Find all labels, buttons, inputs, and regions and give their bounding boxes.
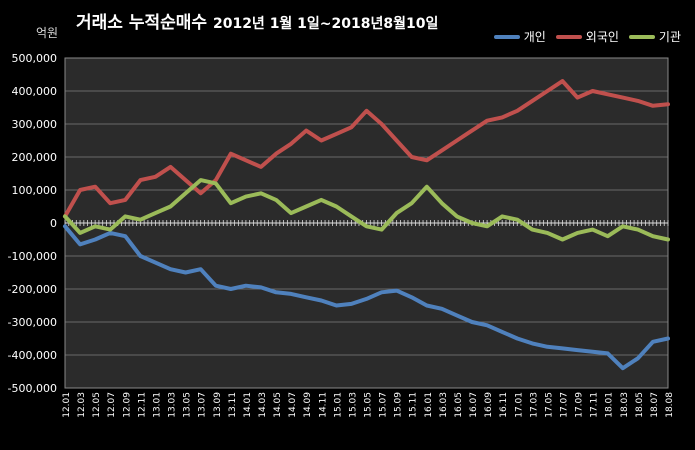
x-tick-label: 17.05 — [544, 392, 554, 418]
x-tick-label: 14.05 — [273, 392, 283, 418]
y-axis-unit-label: 억원 — [36, 26, 59, 40]
x-tick-label: 13.05 — [183, 392, 193, 418]
legend-swatch-foreign — [555, 34, 582, 39]
x-tick-label: 14.11 — [318, 392, 328, 418]
x-tick-label: 12.05 — [92, 392, 102, 418]
x-tick-label: 16.11 — [499, 392, 509, 418]
x-tick-label: 15.05 — [364, 392, 374, 418]
x-tick-label: 17.07 — [559, 392, 569, 418]
x-tick-label: 12.01 — [62, 392, 72, 418]
x-tick-label: 15.09 — [394, 392, 404, 418]
y-tick-label: -200,000 — [8, 283, 57, 296]
x-tick-label: 15.07 — [379, 392, 389, 418]
x-tick-label: 13.01 — [152, 392, 162, 418]
x-tick-label: 18.08 — [665, 392, 675, 418]
x-tick-label: 18.07 — [650, 392, 660, 418]
legend-item-foreign: 외국인 — [555, 28, 619, 45]
x-tick-label: 16.07 — [469, 392, 479, 418]
chart-title-main: 거래소 누적순매수 — [76, 13, 208, 33]
y-tick-label: -100,000 — [8, 250, 57, 263]
x-tick-label: 18.03 — [620, 392, 630, 418]
x-tick-label: 13.07 — [198, 392, 208, 418]
chart-subtitle: 2012년 1월 1일~2018년8월10일 — [212, 16, 439, 32]
legend: 개인 외국인 기관 — [493, 28, 681, 45]
legend-item-individual: 개인 — [493, 28, 546, 45]
series-line-0 — [63, 224, 670, 371]
x-tick-label: 13.09 — [213, 392, 223, 418]
legend-label-foreign: 외국인 — [585, 30, 619, 44]
y-tick-label: -300,000 — [8, 316, 57, 329]
series-line-2 — [63, 178, 670, 242]
legend-item-institution: 기관 — [628, 28, 681, 45]
legend-label-institution: 기관 — [658, 30, 681, 44]
x-tick-label: 16.05 — [454, 392, 464, 418]
x-tick-label: 17.09 — [575, 392, 585, 418]
legend-label-individual: 개인 — [523, 30, 546, 44]
x-tick-label: 14.01 — [243, 392, 253, 418]
x-tick-label: 15.01 — [333, 392, 343, 418]
x-tick-label: 13.03 — [168, 392, 178, 418]
y-tick-label: 0 — [50, 217, 57, 230]
x-tick-label: 15.03 — [348, 392, 358, 418]
y-tick-label: -400,000 — [8, 349, 57, 362]
legend-swatch-individual — [493, 34, 520, 39]
y-tick-label: -500,000 — [8, 382, 57, 395]
x-tick-label: 17.11 — [590, 392, 600, 418]
x-tick-label: 18.05 — [635, 392, 645, 418]
x-tick-label: 12.07 — [107, 392, 117, 418]
x-tick-label: 16.01 — [424, 392, 434, 418]
series-line-1 — [63, 79, 670, 219]
x-tick-label: 17.03 — [529, 392, 539, 418]
x-tick-label: 18.01 — [605, 392, 615, 418]
y-tick-label: 400,000 — [12, 85, 58, 98]
x-tick-label: 12.09 — [122, 392, 132, 418]
chart-title: 거래소 누적순매수 2012년 1월 1일~2018년8월10일 — [76, 8, 438, 33]
x-tick-label: 17.01 — [514, 392, 524, 418]
x-tick-label: 14.07 — [288, 392, 298, 418]
y-tick-label: 100,000 — [12, 184, 58, 197]
legend-swatch-institution — [628, 34, 655, 39]
x-tick-label: 14.09 — [303, 392, 313, 418]
y-tick-label: 300,000 — [12, 118, 58, 131]
series-lines — [63, 79, 670, 371]
gridlines — [64, 57, 669, 389]
x-tick-label: 14.03 — [258, 392, 268, 418]
y-tick-label: 500,000 — [12, 52, 58, 65]
y-tick-labels: 500,000 400,000 300,000 200,000 100,000 0 -100… — [8, 52, 57, 395]
x-tick-label: 12.03 — [77, 392, 87, 418]
x-tick-label: 12.11 — [137, 392, 147, 418]
y-tick-label: 200,000 — [12, 151, 58, 164]
x-tick-label: 15.11 — [409, 392, 419, 418]
x-tick-labels: 12.01 12.03 12.05 12.07 12.09 12.11 13.01 13.03… — [62, 392, 675, 418]
x-tick-label: 16.09 — [484, 392, 494, 418]
x-tick-label: 13.11 — [228, 392, 238, 418]
x-tick-label: 16.03 — [439, 392, 449, 418]
